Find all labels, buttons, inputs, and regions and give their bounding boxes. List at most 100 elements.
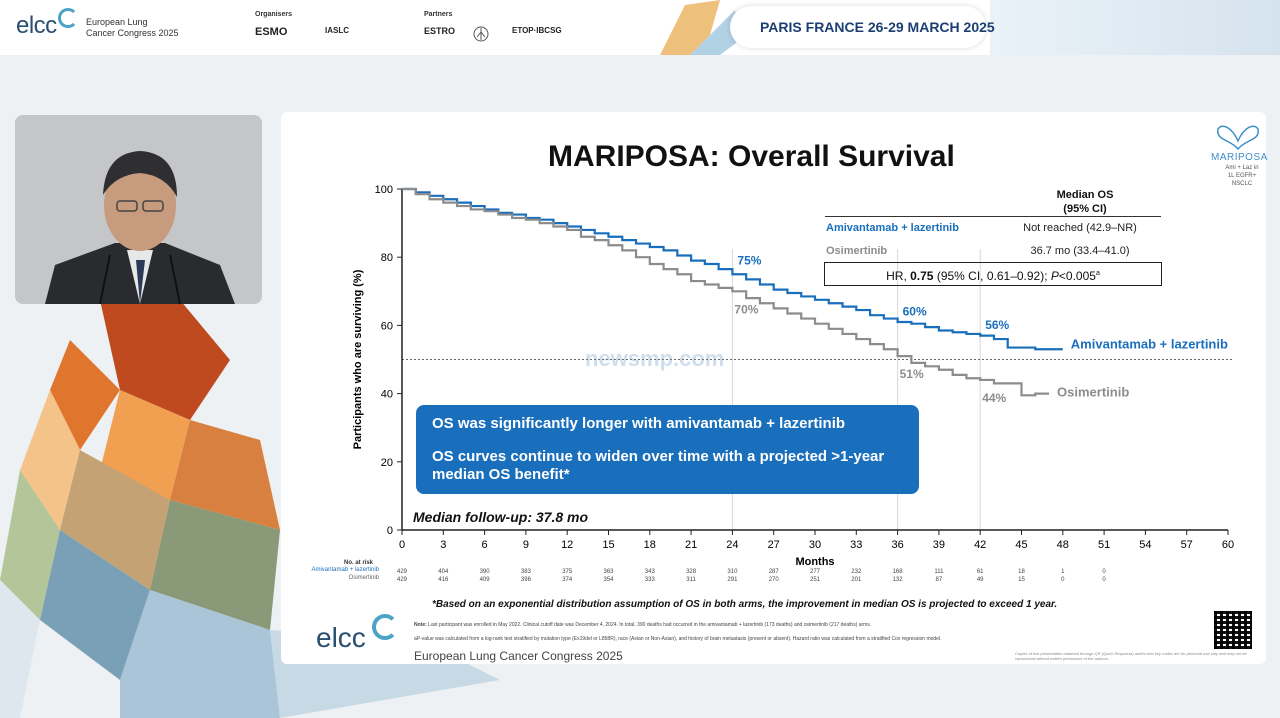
hr-value: 0.75 [910,269,934,283]
risk-cell: 287 [769,569,780,575]
median-followup: Median follow-up: 37.8 mo [413,509,589,525]
risk-cell: 168 [893,569,904,575]
x-tick-label: 39 [933,539,945,551]
risk-cell: 396 [521,577,532,583]
risk-cell: 291 [727,577,738,583]
hazard-ratio-box: HR, 0.75 (95% CI, 0.61–0.92); P<0.005a [824,262,1162,286]
qr-code-icon[interactable] [1214,611,1252,649]
arm2-name: Osimertinib [826,245,888,257]
footnote-note: Note: Last participant was enrolled in M… [414,622,1194,628]
x-tick-label: 54 [1139,539,1151,551]
risk-cell: 111 [934,569,944,575]
slide-elcc-logo-icon [372,614,398,640]
hr-prefix: HR, [886,269,911,283]
risk-label-arm2: Osimertinib [348,575,379,581]
key-findings-callout: OS was significantly longer with amivant… [416,405,919,494]
x-axis-title: Months [795,556,834,568]
y-tick-label: 60 [381,320,393,332]
risk-cell: 0 [1102,569,1106,575]
x-tick-label: 45 [1015,539,1027,551]
x-tick-label: 9 [523,539,529,551]
risk-cell: 49 [977,577,984,583]
risk-cell: 61 [977,569,984,575]
slide-elcc-logo: elcc [316,622,366,653]
etop-logo: ETOP·IBCSG [512,26,562,35]
risk-cell: 251 [810,577,821,583]
x-tick-label: 6 [482,539,488,551]
x-tick-label: 0 [399,539,405,551]
callout-line-1: OS was significantly longer with amivant… [432,415,846,432]
y-tick-label: 100 [375,184,393,196]
x-tick-label: 51 [1098,539,1110,551]
butterfly-wing-icon [660,0,740,55]
risk-cell: 311 [686,577,696,583]
x-tick-label: 18 [644,539,656,551]
x-tick-label: 24 [726,539,738,551]
risk-cell: 232 [851,569,862,575]
risk-cell: 383 [521,569,532,575]
partner-emblem-icon [473,26,489,42]
x-tick-label: 36 [891,539,903,551]
esmo-logo: ESMO [255,26,288,38]
x-tick-label: 30 [809,539,821,551]
risk-cell: 363 [603,569,614,575]
chart-series: Amivantamab + lazertinib Osimertinib [402,187,1228,400]
y-tick-label: 40 [381,389,393,401]
x-tick-label: 27 [768,539,780,551]
annotation-label: 51% [900,367,924,381]
y-axis-title: Participants who are surviving (%) [352,269,364,449]
annotation-label: 70% [734,302,758,316]
arm2-median: 36.7 mo (33.4–41.0) [1030,245,1130,257]
x-tick-label: 12 [561,539,573,551]
median-os-header: Median OS (95% CI) [1040,188,1130,216]
risk-cell: 333 [645,577,656,583]
elcc-subtitle-line-1: European Lung [86,17,148,27]
y-tick-label: 20 [381,457,393,469]
elcc-logo-icon [58,8,78,28]
slide-title: MARIPOSA: Overall Survival [548,140,955,173]
risk-cell: 390 [480,569,491,575]
risk-table: 429 404 390 383 375 363 343 328 310 287 277 232 168 1… [397,569,1106,583]
chart-annotations: 75% 60% 56% 70% 51% 44% [734,253,1009,405]
risk-cell: 328 [686,569,697,575]
annotation-label: 44% [982,391,1006,405]
median-os-rule [825,216,1161,217]
y-tick-label: 0 [387,525,393,537]
callout-line-2: OS curves continue to widen over time wi… [432,448,885,483]
risk-cell: 343 [645,569,656,575]
event-place: PARIS FRANCE 26-29 MARCH 2025 [760,19,995,35]
speaker-video [15,115,262,304]
risk-label-arm1: Amivantamab + lazertinib [311,567,379,573]
elcc-logo: elcc [16,12,57,39]
risk-table-header: No. at risk [344,560,374,566]
mariposa-logo-text: MARIPOSA [1211,152,1268,163]
series-label-1: Amivantamab + lazertinib [1071,336,1228,351]
p-value: <0.005 [1058,269,1096,283]
risk-cell: 0 [1061,577,1065,583]
x-tick-label: 42 [974,539,986,551]
risk-cell: 201 [851,577,862,583]
mariposa-logo-subtitle: Ami + Laz in 1L EGFR+ NSCLC [1225,165,1259,187]
risk-cell: 416 [438,577,449,583]
risk-cell: 375 [562,569,573,575]
x-tick-label: 3 [440,539,446,551]
watermark: newsmp.com [585,346,725,371]
x-tick-label: 57 [1181,539,1193,551]
x-tick-label: 21 [685,539,697,551]
elcc-subtitle: European Lung Cancer Congress 2025 [86,17,179,39]
risk-cell: 18 [1018,569,1025,575]
presentation-slide [281,112,1266,664]
y-tick-label: 80 [381,252,393,264]
x-tick-label: 48 [1057,539,1069,551]
footnote-projection: *Based on an exponential distribution as… [432,599,1058,610]
footnote-a: aP-value was calculated from a log-rank … [414,636,942,642]
footnote-note-text: Last participant was enrolled in May 202… [426,622,872,628]
speaker-portrait-icon [15,115,262,304]
risk-cell: 374 [562,577,573,583]
risk-cell: 132 [893,577,904,583]
median-os-header-line-2: (95% CI) [1063,203,1107,215]
iaslc-logo: IASLC [325,26,349,35]
risk-cell: 87 [936,577,943,583]
x-tick-label: 60 [1222,539,1234,551]
